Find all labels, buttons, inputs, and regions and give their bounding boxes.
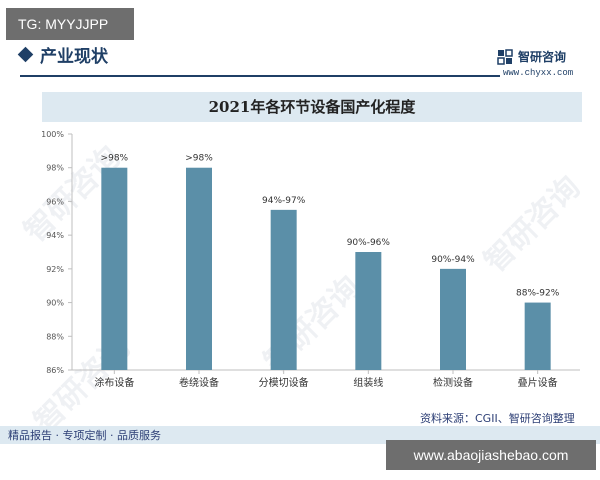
brand-url: www.chyxx.com bbox=[503, 68, 574, 78]
bar bbox=[270, 209, 297, 370]
tg-badge: TG: MYYJJPP bbox=[6, 8, 134, 40]
bar bbox=[440, 268, 466, 370]
brand-logo-icon bbox=[497, 49, 513, 65]
chart-title: 2021年各环节设备国产化程度 bbox=[208, 98, 416, 116]
url-badge: www.abaojiashebao.com bbox=[386, 440, 596, 470]
bar bbox=[355, 252, 382, 370]
bar-value-label: 88%-92% bbox=[516, 289, 560, 299]
x-tick-label: 组装线 bbox=[353, 376, 383, 389]
footer-tagline: 精品报告 · 专项定制 · 品质服务 bbox=[8, 429, 161, 442]
chart-title-bar bbox=[42, 92, 582, 122]
section-title: 产业现状 bbox=[40, 47, 108, 67]
header-divider bbox=[20, 75, 500, 77]
y-tick-label: 96% bbox=[46, 197, 64, 206]
bar-value-label: >98% bbox=[101, 154, 129, 164]
y-tick-label: 88% bbox=[46, 332, 64, 341]
brand-name: 智研咨询 bbox=[518, 50, 567, 64]
bar-value-label: 90%-96% bbox=[347, 238, 391, 248]
x-tick-label: 涂布设备 bbox=[94, 376, 134, 389]
source-note: 资料来源：CGII、智研咨询整理 bbox=[420, 412, 575, 425]
bar bbox=[186, 167, 212, 370]
x-tick-label: 分模切设备 bbox=[259, 376, 309, 389]
x-tick-label: 卷绕设备 bbox=[179, 376, 219, 389]
y-tick-label: 92% bbox=[46, 265, 64, 274]
bar bbox=[524, 302, 551, 370]
y-tick-label: 90% bbox=[46, 299, 64, 308]
footer-bar bbox=[0, 426, 600, 444]
bar-value-label: 90%-94% bbox=[431, 255, 475, 265]
y-tick-label: 98% bbox=[46, 164, 64, 173]
y-tick-label: 86% bbox=[46, 366, 64, 375]
bar-value-label: >98% bbox=[185, 154, 213, 164]
y-tick-label: 100% bbox=[41, 130, 64, 139]
bar-value-label: 94%-97% bbox=[262, 196, 306, 206]
y-tick-label: 94% bbox=[46, 231, 64, 240]
x-tick-label: 叠片设备 bbox=[518, 376, 558, 389]
x-tick-label: 检测设备 bbox=[433, 376, 473, 389]
bar bbox=[101, 167, 128, 370]
